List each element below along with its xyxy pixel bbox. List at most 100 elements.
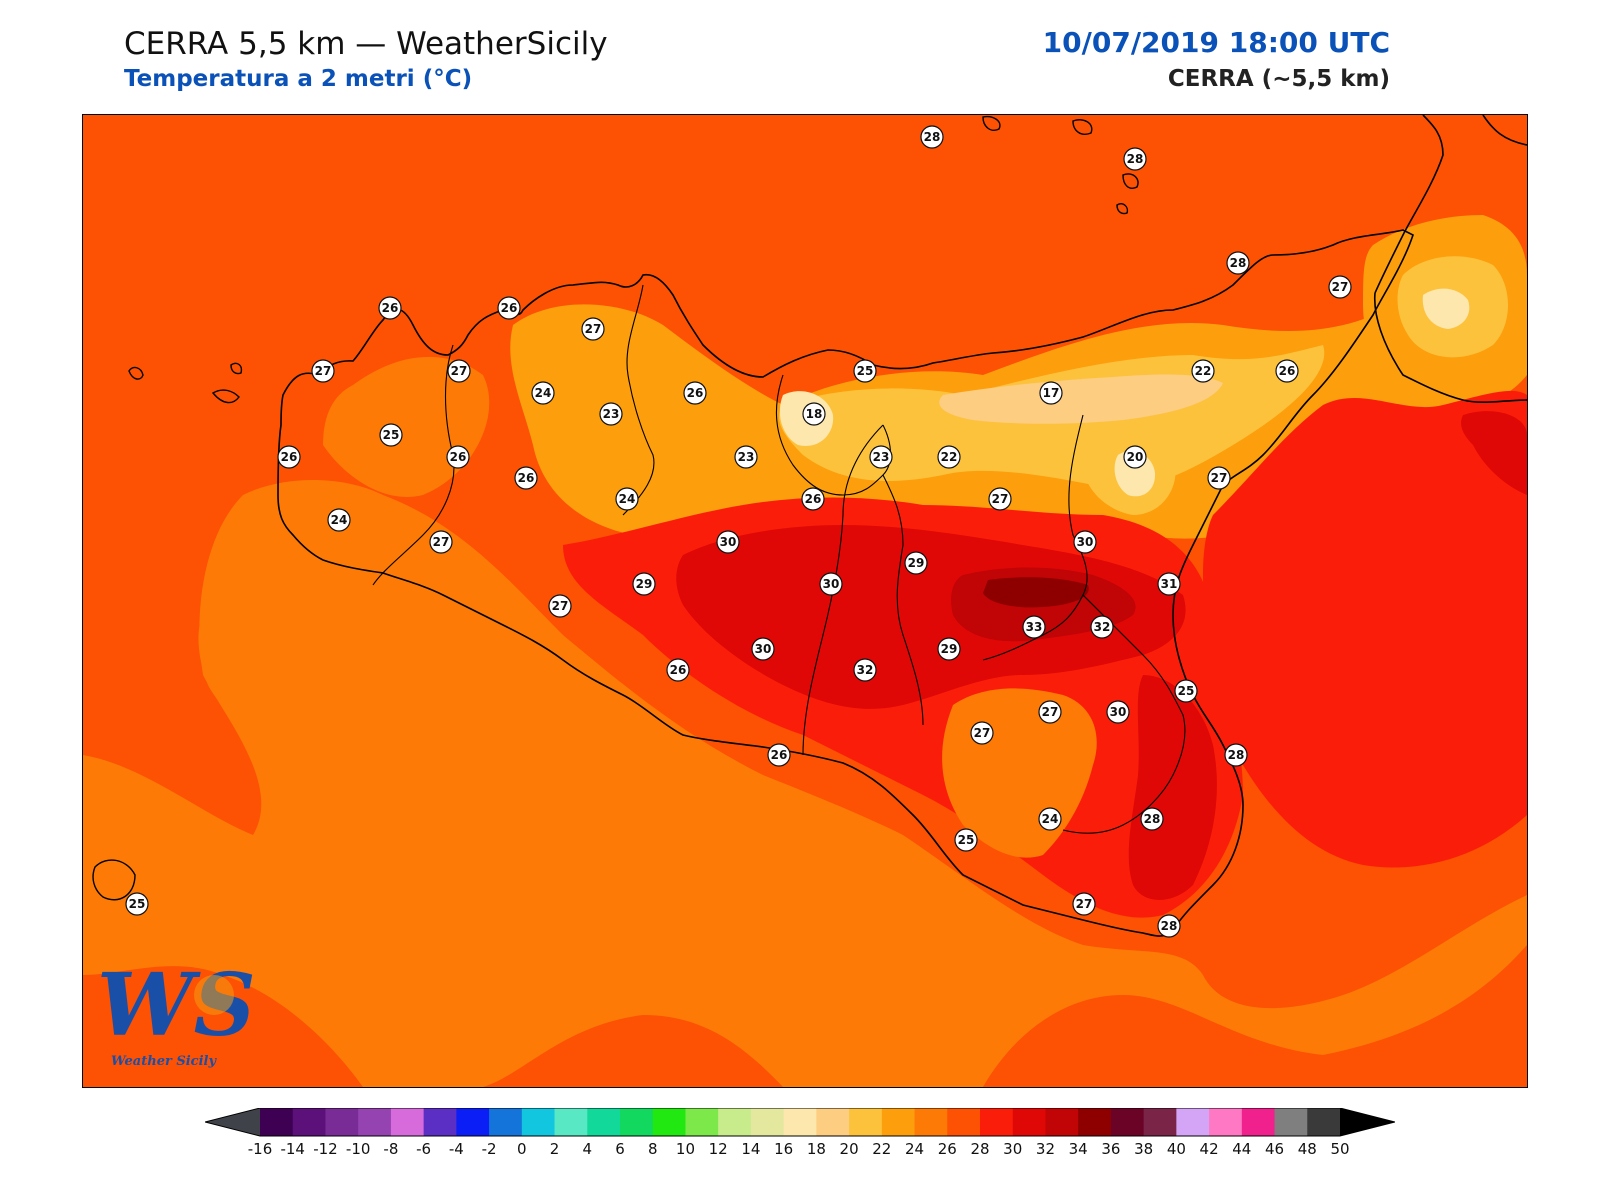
temperature-label: 26 [514,466,538,490]
colorbar-tick-label: -16 [248,1140,273,1158]
colorbar-swatch [554,1108,588,1136]
colorbar-tick-label: 16 [774,1140,793,1158]
svg-text:27: 27 [1076,897,1093,911]
temperature-label: 28 [920,125,944,149]
temperature-label: 23 [599,402,623,426]
svg-text:24: 24 [535,386,552,400]
svg-text:26: 26 [501,301,518,315]
temperature-label: 27 [1072,892,1096,916]
temperature-label: 33 [1022,615,1046,639]
svg-text:30: 30 [823,577,840,591]
svg-text:26: 26 [1279,364,1296,378]
temperature-label: 18 [802,402,826,426]
colorbar-tick-label: 8 [648,1140,658,1158]
colorbar-swatch [521,1108,556,1136]
temperature-label: 30 [716,530,740,554]
colorbar-tick-label: 4 [582,1140,592,1158]
svg-text:27: 27 [552,599,569,613]
colorbar-tick-label: 18 [807,1140,826,1158]
colorbar-under-arrow [205,1108,260,1136]
svg-text:27: 27 [992,492,1009,506]
temperature-label: 25 [1174,679,1198,703]
temperature-label: 26 [683,381,707,405]
svg-text:25: 25 [129,897,146,911]
colorbar-swatch [292,1108,326,1136]
colorbar-tick-label: 14 [741,1140,760,1158]
temperature-labels: 28 28 28 27 26 26 27 27 27 24 23 26 25 24 17 22 26 18 25 26… [125,125,1352,938]
svg-text:28: 28 [1161,919,1178,933]
field-southeast-darkred [1128,675,1217,900]
svg-text:30: 30 [720,535,737,549]
colorbar-swatch [423,1108,457,1136]
colorbar-tick-label: 32 [1036,1140,1055,1158]
islands [92,115,1139,901]
svg-text:23: 23 [603,407,620,421]
svg-text:28: 28 [1127,152,1144,166]
colorbar-outline [205,1108,1395,1137]
weathersicily-logo: WS Weather Sicily [97,955,256,1069]
temperature-label: 30 [751,637,775,661]
temperature-label: 30 [1106,700,1130,724]
colorbar-swatch [914,1108,948,1136]
svg-text:22: 22 [941,450,958,464]
colorbar-swatch [947,1108,981,1136]
svg-text:26: 26 [450,450,467,464]
svg-text:31: 31 [1161,577,1178,591]
map-subtitle: Temperatura a 2 metri (°C) [124,66,473,92]
temperature-label: 26 [666,658,690,682]
ustica-island [128,366,144,380]
colorbar-tick-label: -12 [313,1140,338,1158]
colorbar-tick-label: -2 [482,1140,497,1158]
temperature-label: 27 [1328,275,1352,299]
field-north-peak-east [939,374,1223,424]
colorbar-tick-label: 38 [1134,1140,1153,1158]
colorbar-tick-label: 12 [709,1140,728,1158]
svg-text:29: 29 [908,556,925,570]
colorbar-swatch [1176,1108,1210,1136]
colorbar-tick-label: 30 [1003,1140,1022,1158]
temperature-label: 30 [1073,530,1097,554]
svg-text:32: 32 [857,663,874,677]
temperature-label: 28 [1123,147,1147,171]
temperature-map[interactable]: 28 28 28 27 26 26 27 27 27 24 23 26 25 24 17 22 26 18 25 26… [82,114,1528,1088]
svg-text:30: 30 [755,642,772,656]
svg-text:26: 26 [281,450,298,464]
colorbar-tick-label: 36 [1101,1140,1120,1158]
colorbar-swatch [1012,1108,1046,1136]
temperature-label: 28 [1140,807,1164,831]
logo-name: Weather Sicily [111,1054,217,1069]
temperature-label: 27 [970,721,994,745]
svg-text:28: 28 [1144,812,1161,826]
svg-text:27: 27 [1042,705,1059,719]
temperature-label: 27 [581,317,605,341]
colorbar-swatch [718,1108,752,1136]
colorbar-tick-label: 34 [1069,1140,1088,1158]
colorbar-swatch [783,1108,817,1136]
temperature-label: 31 [1157,572,1181,596]
temperature-label: 27 [429,530,453,554]
temperature-label: 27 [1207,466,1231,490]
svg-text:26: 26 [670,663,687,677]
temperature-label: 29 [632,572,656,596]
logo-sun-icon [194,975,234,1015]
colorbar-tick-label: 24 [905,1140,924,1158]
temperature-label: 28 [1224,743,1248,767]
egadi-islands [211,362,243,404]
colorbar-swatch [980,1108,1014,1136]
colorbar-tick-label: 26 [938,1140,957,1158]
svg-text:28: 28 [1228,748,1245,762]
temperature-label: 28 [1157,914,1181,938]
colorbar-swatch [816,1108,850,1136]
temperature-label: 26 [497,296,521,320]
colorbar-swatch [1078,1108,1112,1136]
colorbar-tick-label: 20 [840,1140,859,1158]
colorbar-swatch [358,1108,392,1136]
temperature-label: 22 [1191,359,1215,383]
colorbar-tick-label: 28 [970,1140,989,1158]
temperature-label: 27 [447,359,471,383]
temperature-label: 20 [1123,445,1147,469]
svg-text:30: 30 [1077,535,1094,549]
colorbar-swatch [1209,1108,1243,1136]
colorbar-swatch [881,1108,916,1136]
temperature-label: 26 [446,445,470,469]
